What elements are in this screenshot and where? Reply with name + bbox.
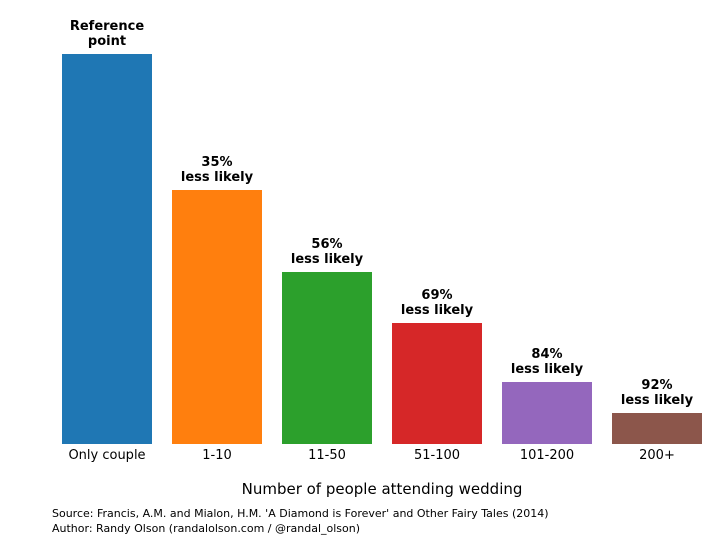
- bar-slot: 35%less likely: [162, 155, 272, 444]
- plot-area: Referencepoint 35%less likely 56%less li…: [52, 14, 712, 444]
- x-tick-label: Only couple: [52, 448, 162, 463]
- x-tick-label: 11-50: [272, 448, 382, 463]
- bar-slot: 69%less likely: [382, 288, 492, 444]
- bar-annotation: 84%less likely: [511, 347, 583, 378]
- source-text: Source: Francis, A.M. and Mialon, H.M. '…: [52, 507, 549, 522]
- chart-container: Relative likelihood of divorce Reference…: [0, 0, 727, 549]
- bar-annotation: 35%less likely: [181, 155, 253, 186]
- bar-annotation: 69%less likely: [401, 288, 473, 319]
- bar: [282, 272, 372, 444]
- bar-annotation: 92%less likely: [621, 378, 693, 409]
- bar-slot: 92%less likely: [602, 378, 712, 444]
- x-tick-label: 101-200: [492, 448, 602, 463]
- bar: [172, 190, 262, 444]
- bar-slot: 84%less likely: [492, 347, 602, 444]
- bar: [612, 413, 702, 444]
- x-ticks: Only couple 1-10 11-50 51-100 101-200 20…: [52, 448, 712, 463]
- bar: [62, 54, 152, 444]
- bar: [502, 382, 592, 444]
- bar-slot: Referencepoint: [52, 19, 162, 444]
- x-tick-label: 51-100: [382, 448, 492, 463]
- author-text: Author: Randy Olson (randalolson.com / @…: [52, 522, 549, 537]
- bar-annotation: Referencepoint: [70, 19, 144, 50]
- x-tick-label: 1-10: [162, 448, 272, 463]
- bar-slot: 56%less likely: [272, 237, 382, 444]
- chart-footer: Source: Francis, A.M. and Mialon, H.M. '…: [52, 507, 549, 537]
- x-axis-label: Number of people attending wedding: [52, 480, 712, 498]
- bar-annotation: 56%less likely: [291, 237, 363, 268]
- x-tick-label: 200+: [602, 448, 712, 463]
- bar: [392, 323, 482, 444]
